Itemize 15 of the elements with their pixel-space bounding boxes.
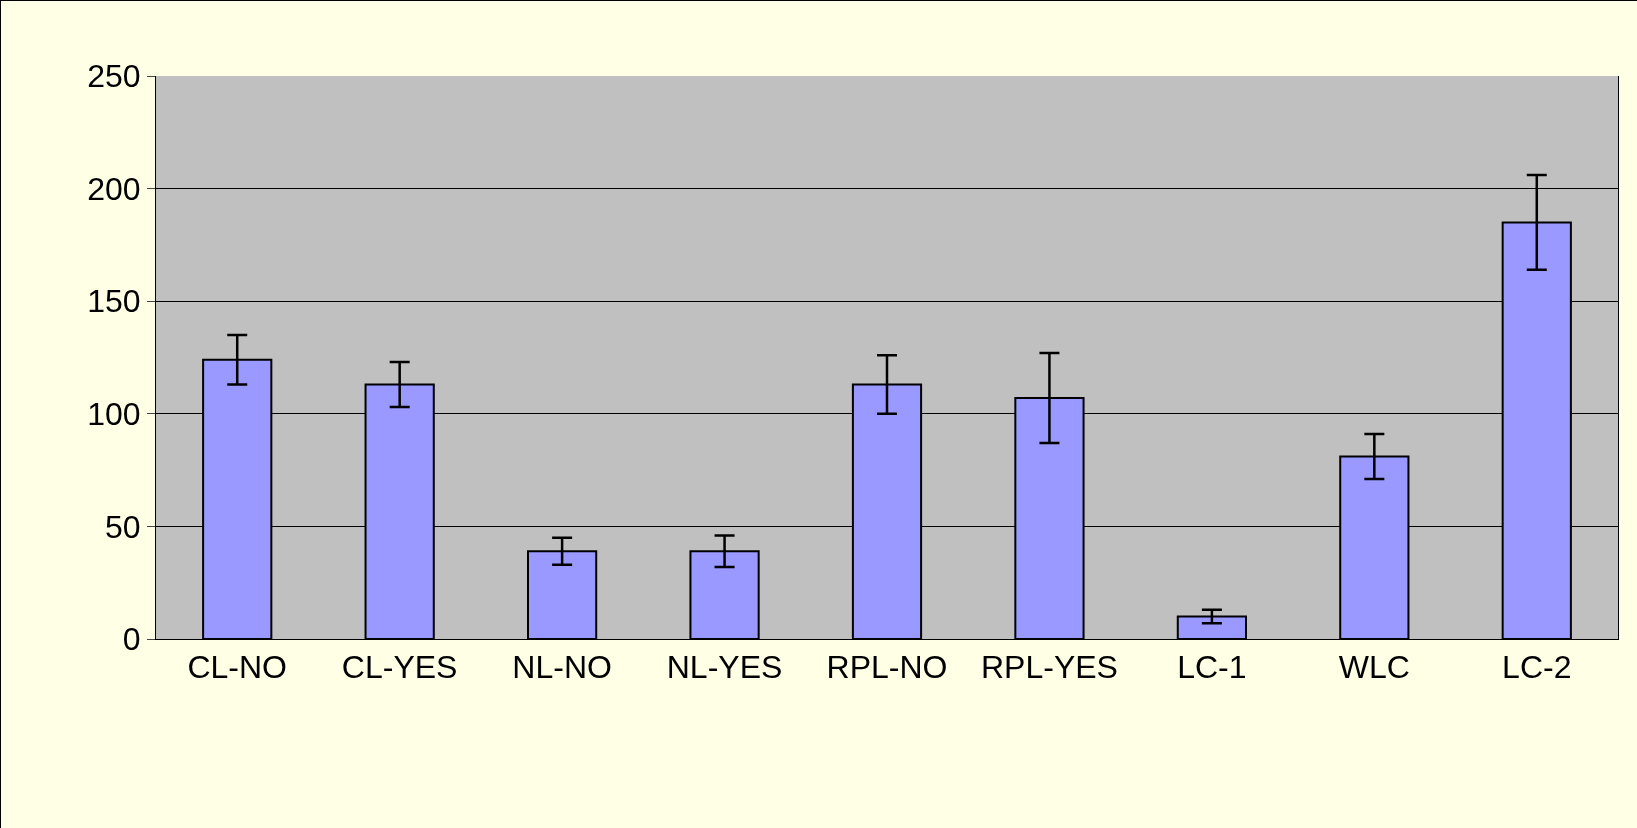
- x-tick-label: CL-NO: [187, 649, 287, 686]
- y-tick-label: 150: [87, 283, 141, 320]
- y-tick-label: 50: [105, 508, 141, 545]
- y-tick-label: 100: [87, 396, 141, 432]
- y-tick-label: 200: [87, 170, 141, 207]
- x-tick-label: LC-2: [1502, 649, 1572, 686]
- y-tick-label: 0: [122, 621, 141, 658]
- x-tick-label: CL-YES: [341, 649, 458, 686]
- x-tick-label: RPL-NO: [826, 649, 948, 686]
- x-tick-label: NL-YES: [666, 649, 783, 686]
- x-tick-label: WLC: [1338, 649, 1410, 686]
- x-tick-label: NL-NO: [512, 649, 612, 686]
- y-tick-label: 250: [87, 58, 141, 95]
- x-tick-label: LC-1: [1177, 649, 1247, 686]
- x-tick-label: RPL-YES: [980, 649, 1118, 686]
